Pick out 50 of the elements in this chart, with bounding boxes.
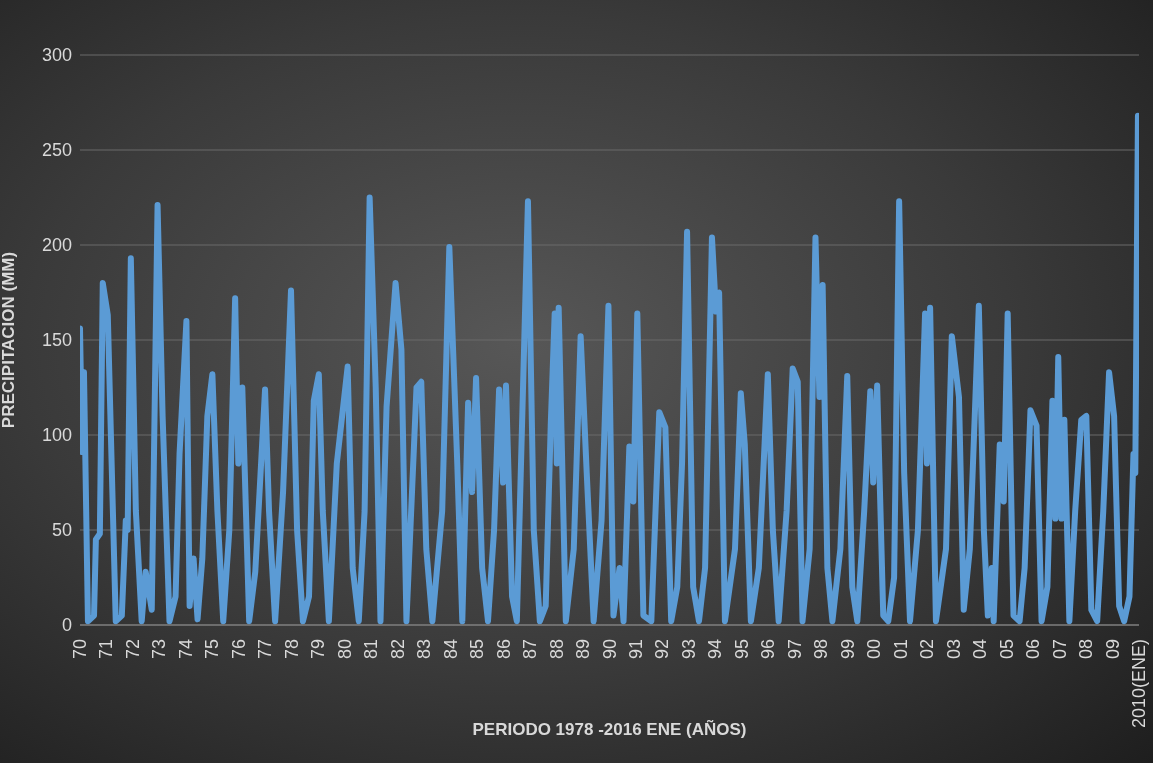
x-tick-label: 83 xyxy=(414,639,435,660)
x-tick-label: 94 xyxy=(705,639,726,660)
x-tick-label: 87 xyxy=(520,639,541,660)
x-tick-label: 98 xyxy=(811,639,832,660)
y-tick-label: 300 xyxy=(41,45,72,66)
x-tick-label: 95 xyxy=(731,639,752,660)
x-axis-title: PERIODO 1978 -2016 ENE (AÑOS) xyxy=(472,719,747,739)
x-tick-label: 74 xyxy=(175,639,196,660)
x-tick-label: 71 xyxy=(96,639,117,660)
x-tick-label: 70 xyxy=(70,639,90,660)
x-tick-label: 04 xyxy=(970,639,991,660)
x-tick-label: 2010(ENE) xyxy=(1129,639,1149,729)
x-tick-label: 85 xyxy=(467,639,488,660)
y-tick-label: 200 xyxy=(41,235,72,256)
x-tick-label: 81 xyxy=(361,639,382,660)
x-tick-label: 80 xyxy=(334,639,355,660)
x-tick-label: 06 xyxy=(1023,639,1044,660)
x-tick-label: 88 xyxy=(546,639,567,660)
x-tick-label: 79 xyxy=(308,639,329,660)
x-tick-label: 09 xyxy=(1102,639,1123,660)
x-tick-label: 73 xyxy=(149,639,170,660)
y-tick-label: 150 xyxy=(41,330,72,351)
x-tick-label: 91 xyxy=(625,639,646,660)
y-axis-title: PRECIPITACION (MM) xyxy=(0,251,19,429)
x-tick-label: 86 xyxy=(493,639,514,660)
x-tick-label: 96 xyxy=(758,639,779,660)
x-tick-label: 72 xyxy=(122,639,143,660)
y-tick-label: 0 xyxy=(61,615,72,636)
x-tick-label: 75 xyxy=(202,639,223,660)
x-tick-label: 78 xyxy=(281,639,302,660)
x-tick-label: 07 xyxy=(1049,639,1070,660)
y-tick-label: 50 xyxy=(51,520,72,541)
x-tick-label: 01 xyxy=(890,639,911,660)
x-tick-label: 97 xyxy=(784,639,805,660)
x-tick-label: 92 xyxy=(652,639,673,660)
x-tick-label: 93 xyxy=(678,639,699,660)
y-tick-label: 100 xyxy=(41,425,72,446)
x-tick-label: 05 xyxy=(996,639,1017,660)
x-tick-label: 99 xyxy=(837,639,858,660)
x-tick-label: 03 xyxy=(943,639,964,660)
x-tick-label: 82 xyxy=(387,639,408,660)
y-tick-label: 250 xyxy=(41,140,72,161)
x-tick-label: 76 xyxy=(228,639,249,660)
x-tick-label: 84 xyxy=(440,639,461,660)
x-tick-label: 08 xyxy=(1076,639,1097,660)
x-tick-label: 90 xyxy=(599,639,620,660)
x-tick-label: 77 xyxy=(255,639,276,660)
x-tick-label: 02 xyxy=(917,639,938,660)
x-tick-label: 89 xyxy=(573,639,594,660)
x-tick-label: 00 xyxy=(864,639,885,660)
